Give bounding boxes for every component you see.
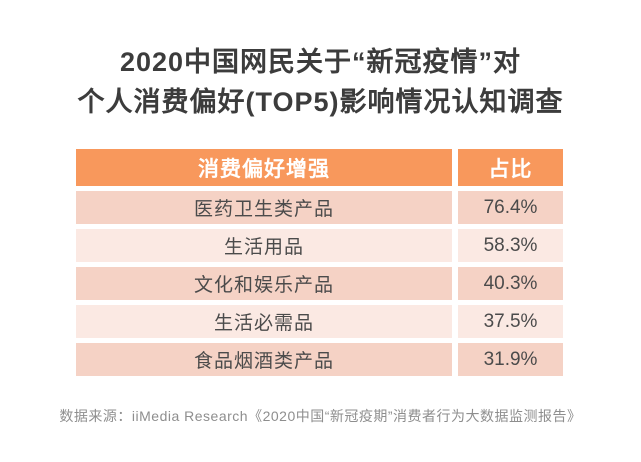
table-row: 食品烟酒类产品 31.9% xyxy=(76,343,563,376)
data-table: 消费偏好增强 占比 医药卫生类产品 76.4% 生活用品 58.3% 文化和娱乐… xyxy=(76,149,563,381)
table-cell-percent: 58.3% xyxy=(458,229,563,262)
table-row: 医药卫生类产品 76.4% xyxy=(76,191,563,224)
table-cell-percent: 37.5% xyxy=(458,305,563,338)
chart-title-line1: 2020中国网民关于“新冠疫情”对 xyxy=(119,47,522,77)
table-header-row: 消费偏好增强 占比 xyxy=(76,149,563,186)
table-cell-category: 文化和娱乐产品 xyxy=(76,267,452,300)
table-cell-percent: 31.9% xyxy=(458,343,563,376)
table-cell-category: 生活用品 xyxy=(76,229,452,262)
table-cell-category: 食品烟酒类产品 xyxy=(76,343,452,376)
chart-title-line2: 个人消费偏好(TOP5)影响情况认知调查 xyxy=(77,87,564,117)
table-row: 生活用品 58.3% xyxy=(76,229,563,262)
table-header-percent: 占比 xyxy=(458,149,563,186)
table-row: 文化和娱乐产品 40.3% xyxy=(76,267,563,300)
table-cell-category: 生活必需品 xyxy=(76,305,452,338)
table-cell-percent: 76.4% xyxy=(458,191,563,224)
table-header-category: 消费偏好增强 xyxy=(76,149,452,186)
chart-title: 2020中国网民关于“新冠疫情”对 个人消费偏好(TOP5)影响情况认知调查 xyxy=(0,42,641,122)
table-row: 生活必需品 37.5% xyxy=(76,305,563,338)
table-cell-category: 医药卫生类产品 xyxy=(76,191,452,224)
data-source: 数据来源：iiMedia Research《2020中国“新冠疫期”消费者行为大… xyxy=(59,408,582,424)
table-cell-percent: 40.3% xyxy=(458,267,563,300)
